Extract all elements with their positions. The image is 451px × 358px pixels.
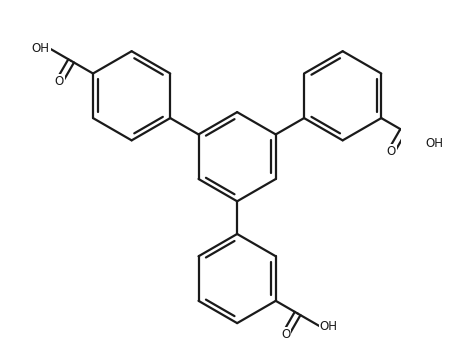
Text: OH: OH [424,137,442,150]
Text: O: O [386,145,395,158]
Text: OH: OH [31,42,49,55]
Text: O: O [281,328,290,341]
Text: OH: OH [319,320,337,333]
Text: O: O [55,75,64,88]
